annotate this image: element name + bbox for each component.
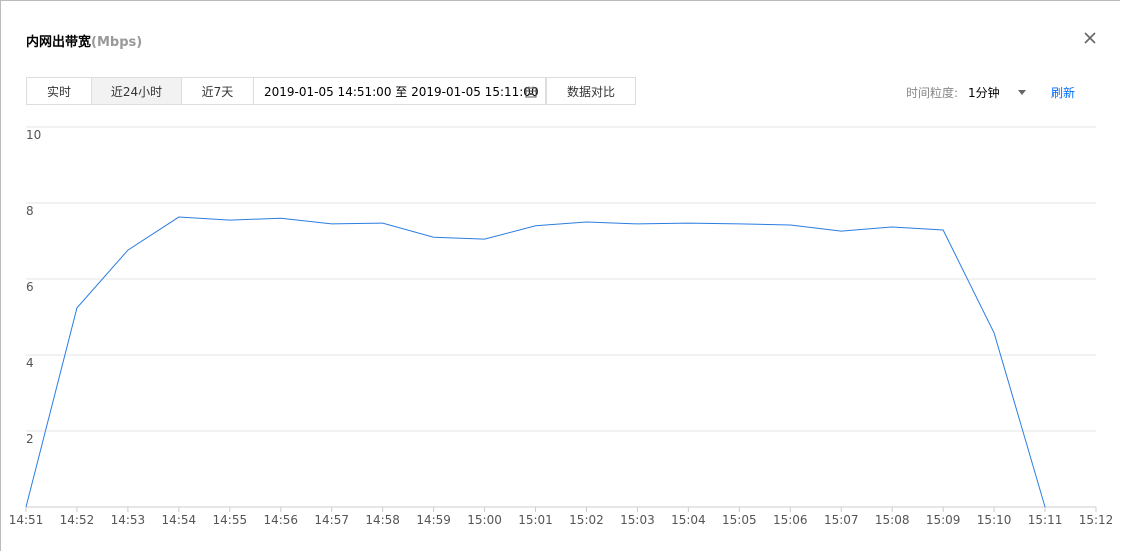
granularity-label: 时间粒度:	[906, 86, 959, 100]
x-tick-label: 15:02	[569, 513, 604, 527]
refresh-link[interactable]: 刷新	[1051, 86, 1076, 100]
range-end: 2019-01-05 15:11:00	[411, 85, 539, 99]
x-tick-label: 14:56	[263, 513, 298, 527]
tab-button[interactable]: 近7天	[181, 77, 254, 105]
x-tick-label: 14:55	[213, 513, 248, 527]
data-line	[25, 216, 1046, 508]
calendar-icon	[525, 86, 537, 98]
x-tick-label: 15:03	[620, 513, 655, 527]
x-tick-label: 14:53	[111, 513, 146, 527]
x-tick-label: 14:52	[60, 513, 95, 527]
x-tick-label: 15:04	[671, 513, 706, 527]
x-tick-label: 14:57	[314, 513, 349, 527]
x-tick-label: 15:09	[926, 513, 961, 527]
range-separator: 至	[395, 85, 408, 99]
x-tick-label: 15:12	[1079, 513, 1114, 527]
close-button[interactable]	[1082, 30, 1098, 46]
compare-button[interactable]: 数据对比	[546, 77, 636, 105]
x-tick-label: 15:10	[977, 513, 1012, 527]
x-tick-label: 15:00	[467, 513, 502, 527]
granularity-select[interactable]: 1分钟	[968, 86, 1000, 100]
tab-button[interactable]: 近24小时	[91, 77, 182, 105]
title-text: 内网出带宽	[26, 35, 92, 50]
x-tick-label: 15:08	[875, 513, 910, 527]
x-tick-label: 15:06	[773, 513, 808, 527]
x-tick-label: 14:54	[162, 513, 197, 527]
x-tick-label: 14:51	[9, 513, 44, 527]
x-tick-label: 14:59	[416, 513, 451, 527]
y-tick-label: 6	[26, 280, 34, 294]
date-range-picker[interactable]: 2019-01-05 14:51:00 至 2019-01-05 15:11:0…	[253, 77, 546, 105]
y-tick-label: 4	[26, 356, 34, 370]
x-tick-label: 15:05	[722, 513, 757, 527]
dialog-title: 内网出带宽(Mbps)	[26, 31, 142, 50]
select-caret	[1018, 90, 1026, 95]
chart: 2 4 6 8 10 14:51 14:52 14:53 14:54 14:55 14:56 14:5…	[9, 126, 1114, 527]
y-tick-label: 2	[26, 432, 34, 446]
x-tick-label: 15:01	[518, 513, 553, 527]
x-tick-label: 14:58	[365, 513, 400, 527]
tab-button[interactable]: 实时	[26, 77, 92, 105]
title-unit: (Mbps)	[91, 35, 143, 50]
range-start: 2019-01-05 14:51:00	[264, 85, 392, 99]
x-tick-label: 15:11	[1028, 513, 1063, 527]
y-tick-label: 10	[26, 128, 41, 142]
x-tick-label: 15:07	[824, 513, 859, 527]
y-tick-label: 8	[26, 204, 34, 218]
